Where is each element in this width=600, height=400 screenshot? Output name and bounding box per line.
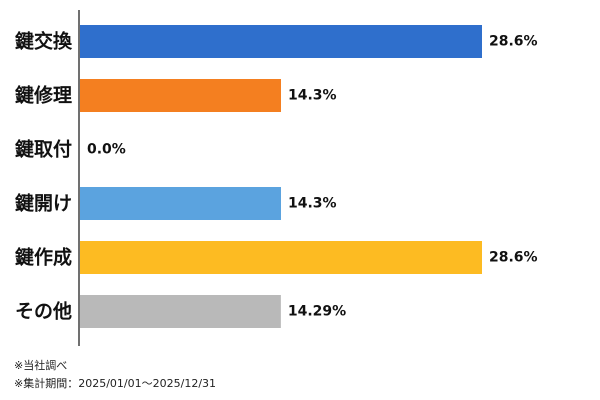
category-label-5: 鍵作成	[15, 246, 72, 269]
bar-1	[80, 25, 482, 58]
bar-2	[80, 79, 281, 112]
value-label-2: 14.3%	[288, 88, 337, 104]
category-label-6: その他	[15, 300, 72, 323]
value-labels: 28.6% 14.3% 0.0% 14.3% 28.6% 14.29%	[87, 34, 538, 320]
value-label-4: 14.3%	[288, 196, 337, 212]
value-label-6: 14.29%	[288, 304, 346, 320]
value-label-5: 28.6%	[489, 250, 538, 266]
category-label-3: 鍵取付	[15, 138, 72, 161]
bar-4	[80, 187, 281, 220]
category-label-4: 鍵開け	[15, 192, 72, 215]
category-label-1: 鍵交換	[15, 30, 73, 53]
value-label-1: 28.6%	[489, 34, 538, 50]
bars-group	[80, 25, 482, 328]
value-label-3: 0.0%	[87, 142, 126, 158]
period-note: ※集計期間：2025/01/01～2025/12/31	[14, 377, 217, 390]
source-note: ※当社調べ	[14, 359, 68, 372]
category-label-2: 鍵修理	[15, 84, 72, 107]
bar-5	[80, 241, 482, 274]
bar-6	[80, 295, 281, 328]
